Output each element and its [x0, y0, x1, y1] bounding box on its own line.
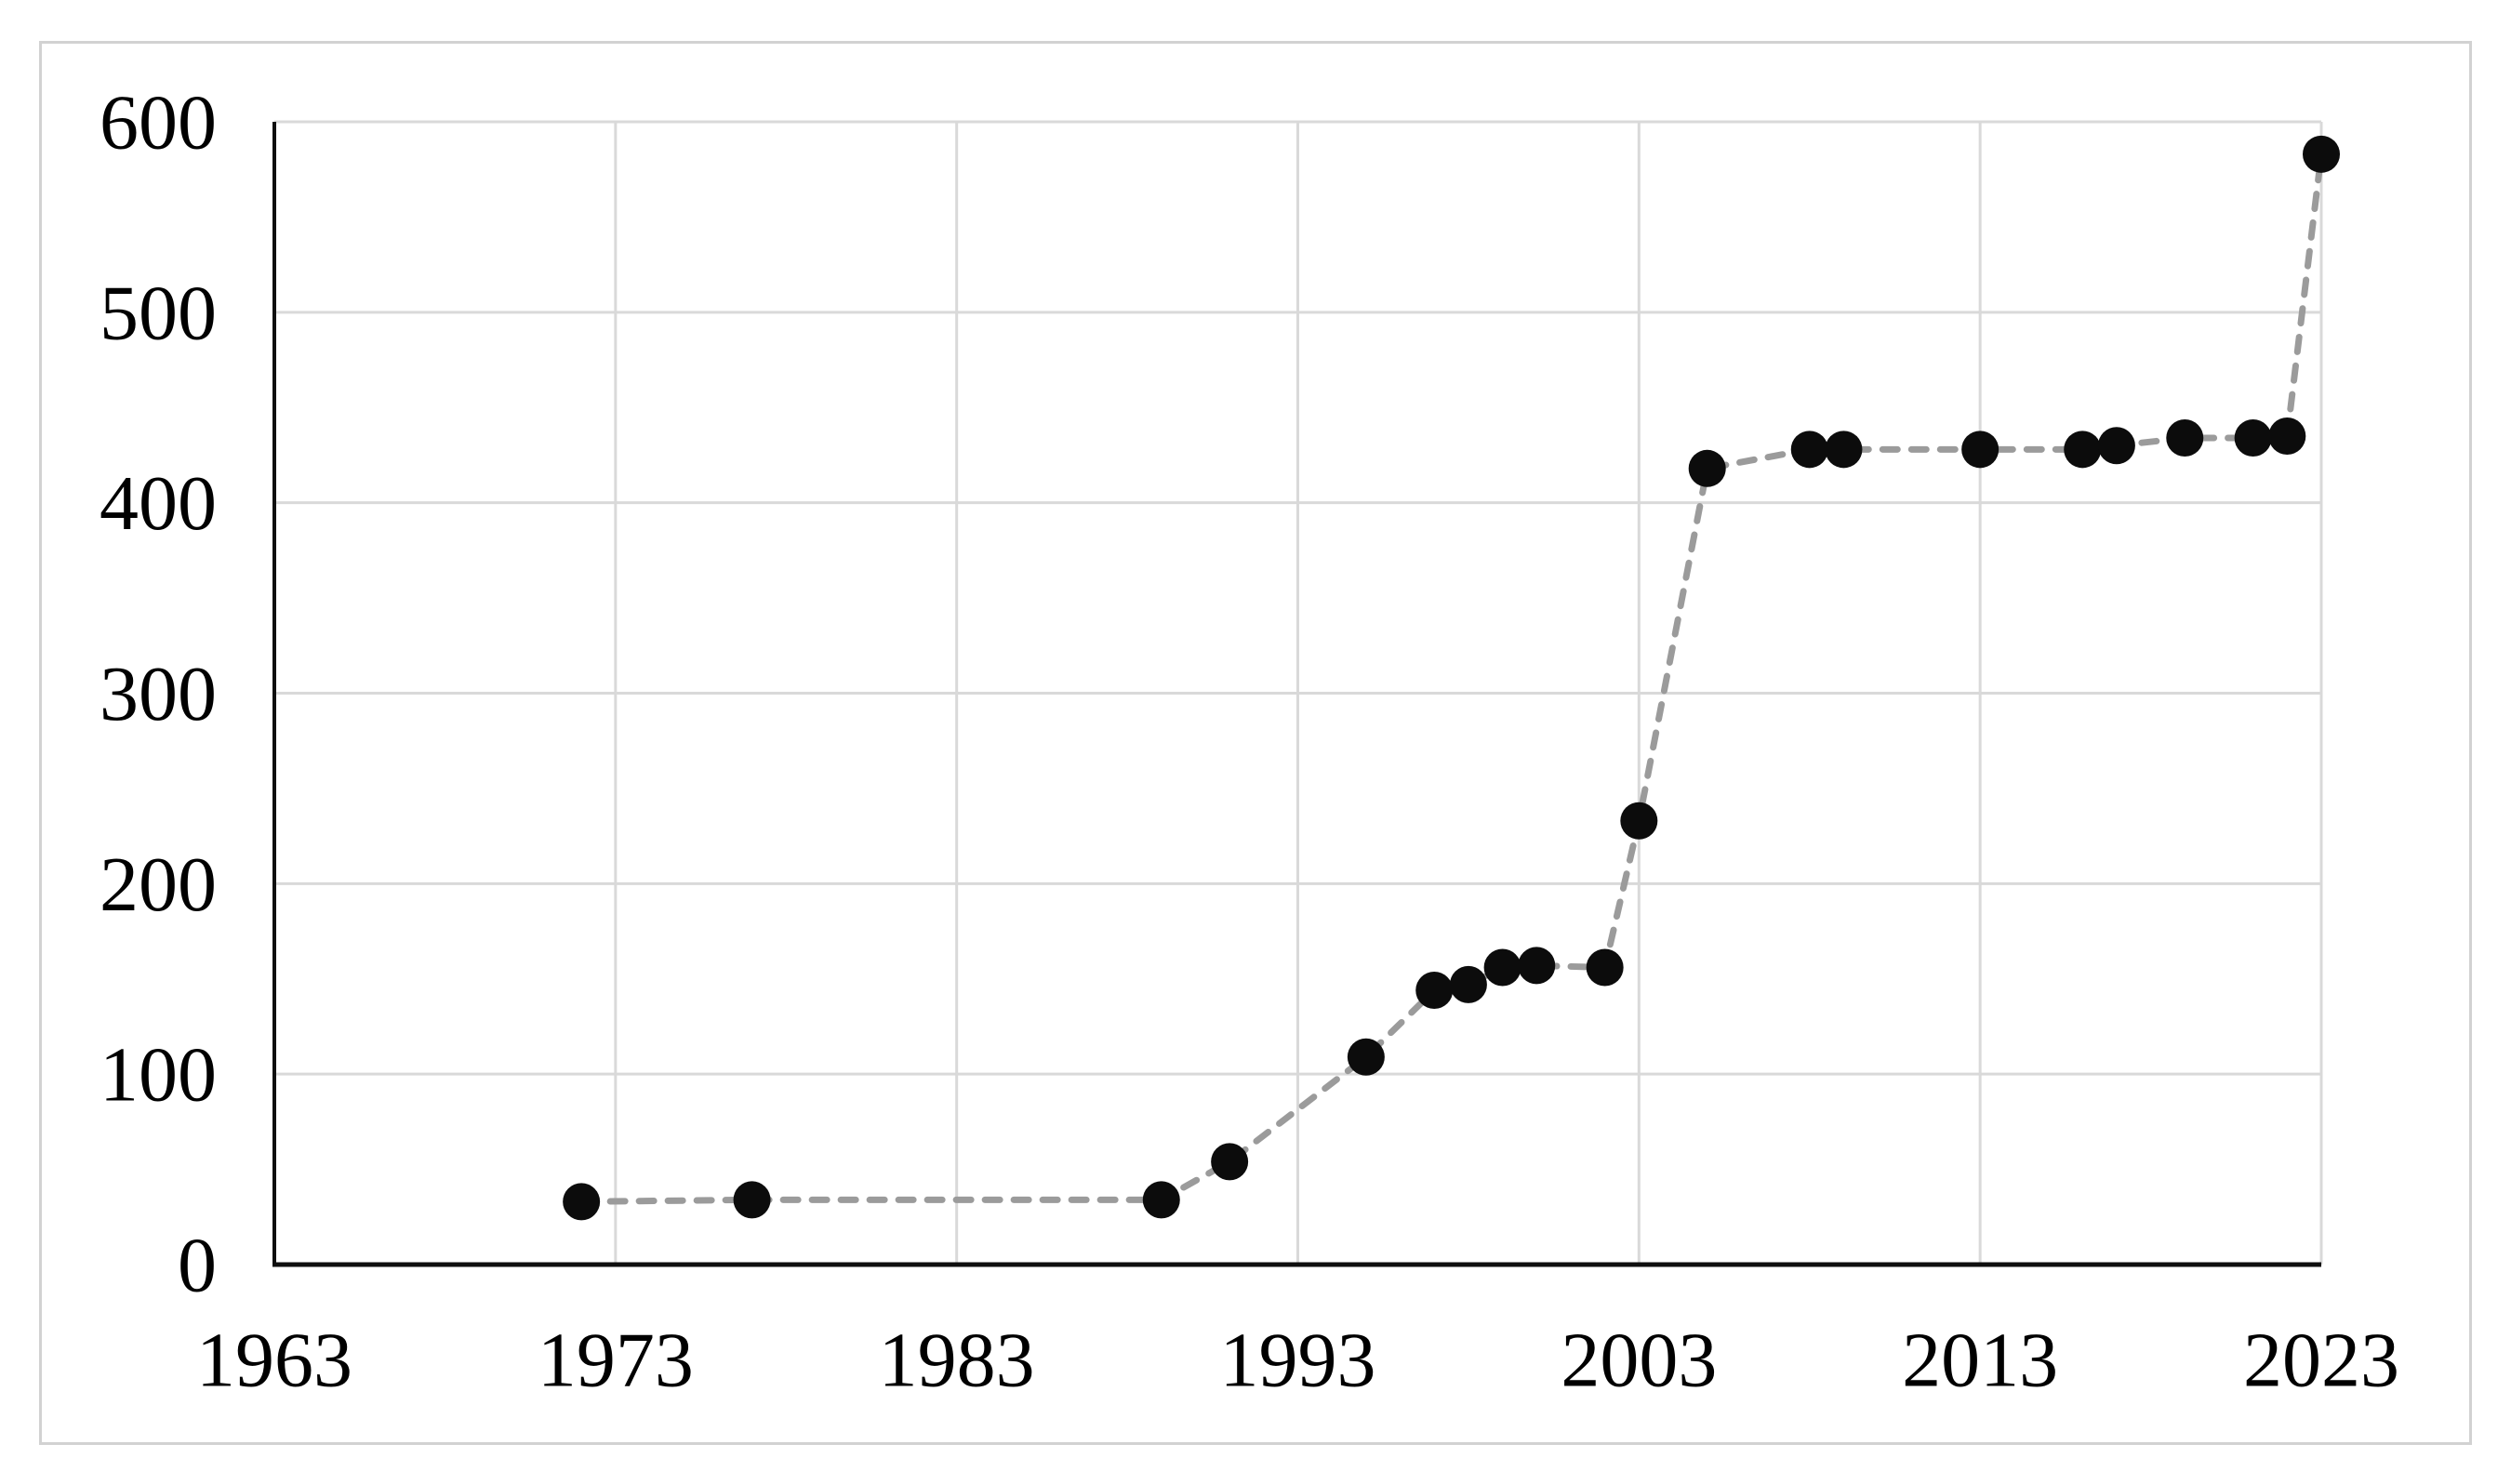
y-tick-label: 0: [178, 1223, 217, 1309]
y-tick-label: 200: [100, 841, 217, 928]
data-point-marker: [2268, 417, 2306, 455]
data-point-marker: [1415, 972, 1454, 1010]
data-point-marker: [733, 1181, 771, 1219]
x-tick-label: 2023: [2243, 1318, 2399, 1404]
data-point-marker: [1142, 1181, 1180, 1219]
data-point-marker: [2064, 431, 2102, 469]
x-tick-label: 2013: [1902, 1318, 2058, 1404]
data-point-marker: [1825, 431, 1863, 469]
axes: [272, 122, 2321, 1267]
x-tick-label: 1973: [538, 1318, 694, 1404]
data-point-marker: [2097, 427, 2135, 465]
data-point-marker: [1347, 1038, 1385, 1076]
data-point-marker: [1620, 802, 1658, 840]
data-point-marker: [1449, 965, 1487, 1003]
data-series: [563, 135, 2340, 1221]
x-tick-label: 1983: [879, 1318, 1035, 1404]
x-tick-label: 2003: [1561, 1318, 1717, 1404]
data-point-marker: [1211, 1143, 1249, 1181]
figure-border: [39, 41, 2472, 1445]
x-tick-label: 1993: [1220, 1318, 1376, 1404]
data-point-marker: [1518, 947, 1556, 985]
tick-labels: 0 100 200 300 400 500 600 1963 1973 1983 1993 2003 2…: [100, 80, 2399, 1404]
data-point-marker: [1961, 431, 2000, 469]
y-tick-label: 100: [100, 1032, 217, 1119]
data-point-marker: [2166, 419, 2204, 457]
y-tick-label: 300: [100, 651, 217, 737]
data-point-marker: [1688, 449, 1726, 487]
data-point-marker: [563, 1183, 601, 1221]
data-point-marker: [1483, 948, 1521, 987]
data-point-marker: [2303, 135, 2340, 173]
y-tick-label: 600: [100, 80, 217, 166]
data-point-marker: [1586, 948, 1624, 987]
gridlines: [274, 120, 2323, 1265]
data-point-marker: [2234, 419, 2272, 457]
y-tick-label: 400: [100, 460, 217, 547]
x-tick-label: 1963: [196, 1318, 352, 1404]
y-tick-label: 500: [100, 270, 217, 356]
data-point-marker: [1790, 431, 1828, 469]
